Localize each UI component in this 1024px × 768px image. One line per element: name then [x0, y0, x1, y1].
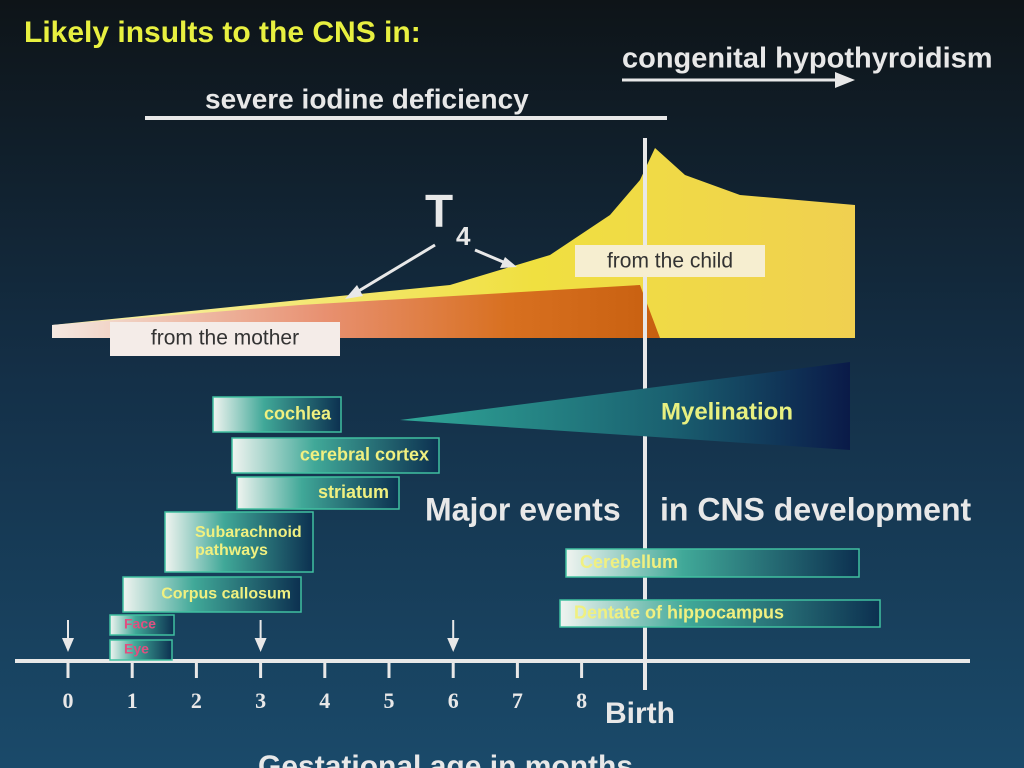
structure-label: cochlea — [264, 403, 332, 423]
t4-arrow — [351, 243, 436, 297]
hypothyroidism-label: congenital hypothyroidism — [622, 43, 993, 75]
child-box — [575, 245, 765, 277]
arrow-head — [447, 638, 460, 652]
structure-bar — [109, 614, 175, 636]
structure-label: striatum — [318, 482, 389, 502]
structure-bar — [164, 511, 314, 573]
mother-box — [110, 322, 340, 356]
tick-label: 2 — [191, 688, 202, 713]
structure-label: Cerebellum — [580, 552, 678, 572]
axis-title: Gestational age in months — [258, 750, 633, 768]
arrow-head — [345, 285, 363, 299]
title: Likely insults to the CNS in: — [24, 16, 421, 49]
structure-bar — [231, 437, 440, 474]
structure-label: cerebral cortex — [300, 444, 429, 464]
structure-bar — [122, 576, 302, 613]
mother-label: from the mother — [151, 327, 299, 350]
t4-label: T — [425, 185, 453, 237]
tick-label: 0 — [63, 688, 74, 713]
arrow-head — [500, 257, 517, 268]
myelination-wedge — [400, 362, 850, 450]
structure-bar — [109, 639, 173, 661]
structure-label: Subarachnoid — [195, 524, 302, 541]
structure-bar — [565, 548, 860, 578]
t4-arrow — [474, 248, 509, 266]
arrow-head — [835, 72, 855, 88]
structure-label: pathways — [195, 542, 268, 559]
structure-bar — [236, 476, 400, 510]
t4-subscript: 4 — [456, 221, 471, 251]
myelination-label: Myelination — [661, 398, 793, 425]
tick-label: 3 — [255, 688, 266, 713]
child-label: from the child — [607, 250, 733, 273]
iodine-label: severe iodine deficiency — [205, 83, 529, 114]
structure-bar — [559, 599, 881, 628]
structure-bar — [212, 396, 342, 433]
tick-label: 4 — [319, 688, 330, 713]
tick-label: 8 — [576, 688, 587, 713]
birth-label: Birth — [605, 697, 675, 730]
events-title: in CNS development — [660, 491, 972, 527]
structure-label: Dentate of hippocampus — [574, 602, 784, 622]
structure-label: Eye — [124, 641, 149, 657]
tick-label: 1 — [127, 688, 138, 713]
arrow-head — [62, 638, 74, 652]
tick-label: 6 — [448, 688, 459, 713]
tick-label: 7 — [512, 688, 523, 713]
structure-label: Corpus callosum — [161, 586, 291, 603]
child-t4-area — [52, 148, 855, 338]
tick-label: 5 — [384, 688, 395, 713]
events-title: Major events — [425, 491, 621, 527]
structure-label: Face — [124, 616, 156, 632]
arrow-head — [254, 638, 267, 652]
